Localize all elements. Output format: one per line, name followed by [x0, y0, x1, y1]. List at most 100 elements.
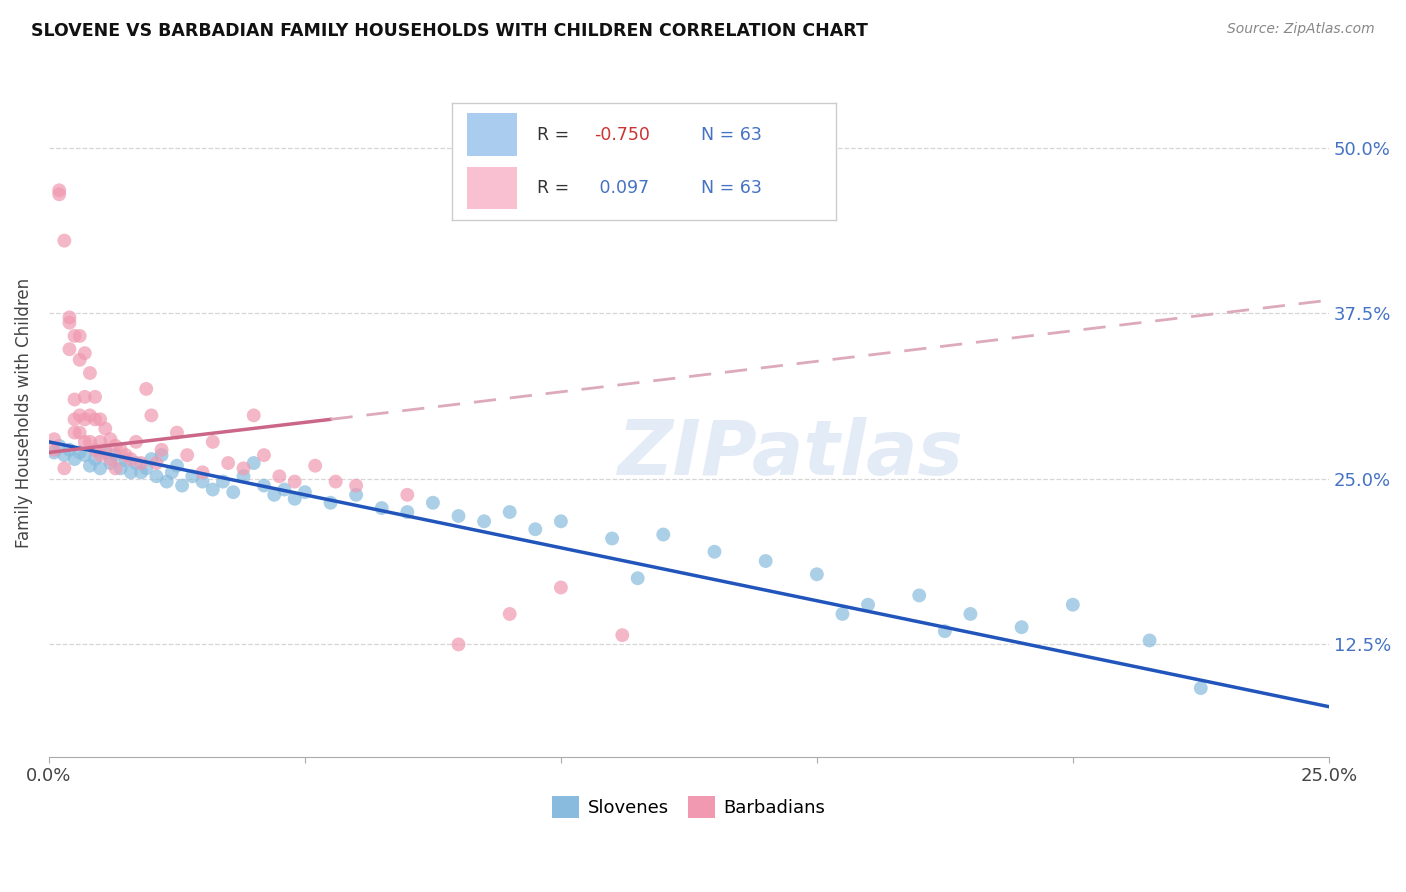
Point — [104, 439, 127, 453]
Point — [191, 465, 214, 479]
Text: Source: ZipAtlas.com: Source: ZipAtlas.com — [1227, 22, 1375, 37]
Point — [125, 456, 148, 470]
Point — [84, 412, 107, 426]
Point — [58, 316, 80, 330]
Point — [181, 469, 204, 483]
Point — [806, 567, 828, 582]
Point — [129, 456, 152, 470]
Point — [263, 488, 285, 502]
Point — [176, 448, 198, 462]
Point — [145, 456, 167, 470]
Point — [79, 409, 101, 423]
Point — [831, 607, 853, 621]
Point — [242, 456, 264, 470]
Point — [141, 409, 163, 423]
Point — [63, 452, 86, 467]
Point — [396, 488, 419, 502]
Point — [273, 483, 295, 497]
Point — [156, 475, 179, 489]
Point — [79, 434, 101, 449]
Point — [48, 187, 70, 202]
Point — [135, 382, 157, 396]
Point — [63, 392, 86, 407]
Point — [63, 425, 86, 440]
Point — [191, 475, 214, 489]
Point — [325, 475, 347, 489]
Point — [73, 346, 96, 360]
Point — [370, 501, 392, 516]
Point — [652, 527, 675, 541]
Point — [499, 505, 522, 519]
Point — [69, 352, 91, 367]
Point — [166, 425, 188, 440]
Point — [253, 448, 276, 462]
Point — [58, 342, 80, 356]
Legend: Slovenes, Barbadians: Slovenes, Barbadians — [547, 791, 831, 823]
Point — [344, 488, 367, 502]
Point — [120, 452, 142, 467]
Point — [104, 448, 127, 462]
Point — [447, 508, 470, 523]
Point — [69, 329, 91, 343]
Point — [908, 589, 931, 603]
Point — [53, 448, 76, 462]
Point — [222, 485, 245, 500]
Point — [94, 445, 117, 459]
Point — [125, 434, 148, 449]
Point — [269, 469, 291, 483]
Point — [69, 425, 91, 440]
Point — [212, 475, 235, 489]
Point — [284, 491, 307, 506]
Point — [145, 469, 167, 483]
Point — [232, 461, 254, 475]
Point — [53, 234, 76, 248]
Point — [73, 390, 96, 404]
Point — [94, 422, 117, 436]
Point — [100, 452, 122, 467]
Point — [242, 409, 264, 423]
Point — [129, 465, 152, 479]
Point — [1189, 681, 1212, 695]
Point — [141, 452, 163, 467]
Point — [89, 448, 111, 462]
Point — [63, 412, 86, 426]
Point — [1062, 598, 1084, 612]
Point — [217, 456, 239, 470]
Point — [150, 442, 173, 457]
Point — [84, 452, 107, 467]
Point — [73, 448, 96, 462]
Point — [100, 456, 122, 470]
Point — [166, 458, 188, 473]
Point — [42, 442, 65, 457]
Point — [69, 409, 91, 423]
Point — [42, 432, 65, 446]
Point — [79, 458, 101, 473]
Point — [232, 469, 254, 483]
Point — [396, 505, 419, 519]
Point — [627, 571, 650, 585]
Point — [201, 434, 224, 449]
Point — [524, 522, 547, 536]
Point — [110, 442, 132, 457]
Point — [499, 607, 522, 621]
Point — [89, 461, 111, 475]
Point — [110, 461, 132, 475]
Point — [114, 453, 136, 467]
Point — [84, 390, 107, 404]
Point — [73, 434, 96, 449]
Point — [422, 496, 444, 510]
Point — [89, 412, 111, 426]
Point — [304, 458, 326, 473]
Point — [114, 448, 136, 462]
Point — [600, 532, 623, 546]
Point — [63, 329, 86, 343]
Text: ZIPatlas: ZIPatlas — [619, 417, 965, 491]
Text: SLOVENE VS BARBADIAN FAMILY HOUSEHOLDS WITH CHILDREN CORRELATION CHART: SLOVENE VS BARBADIAN FAMILY HOUSEHOLDS W… — [31, 22, 868, 40]
Point — [48, 183, 70, 197]
Point — [58, 442, 80, 457]
Point — [550, 581, 572, 595]
Point — [612, 628, 634, 642]
Point — [344, 478, 367, 492]
Point — [1139, 633, 1161, 648]
Point — [89, 434, 111, 449]
